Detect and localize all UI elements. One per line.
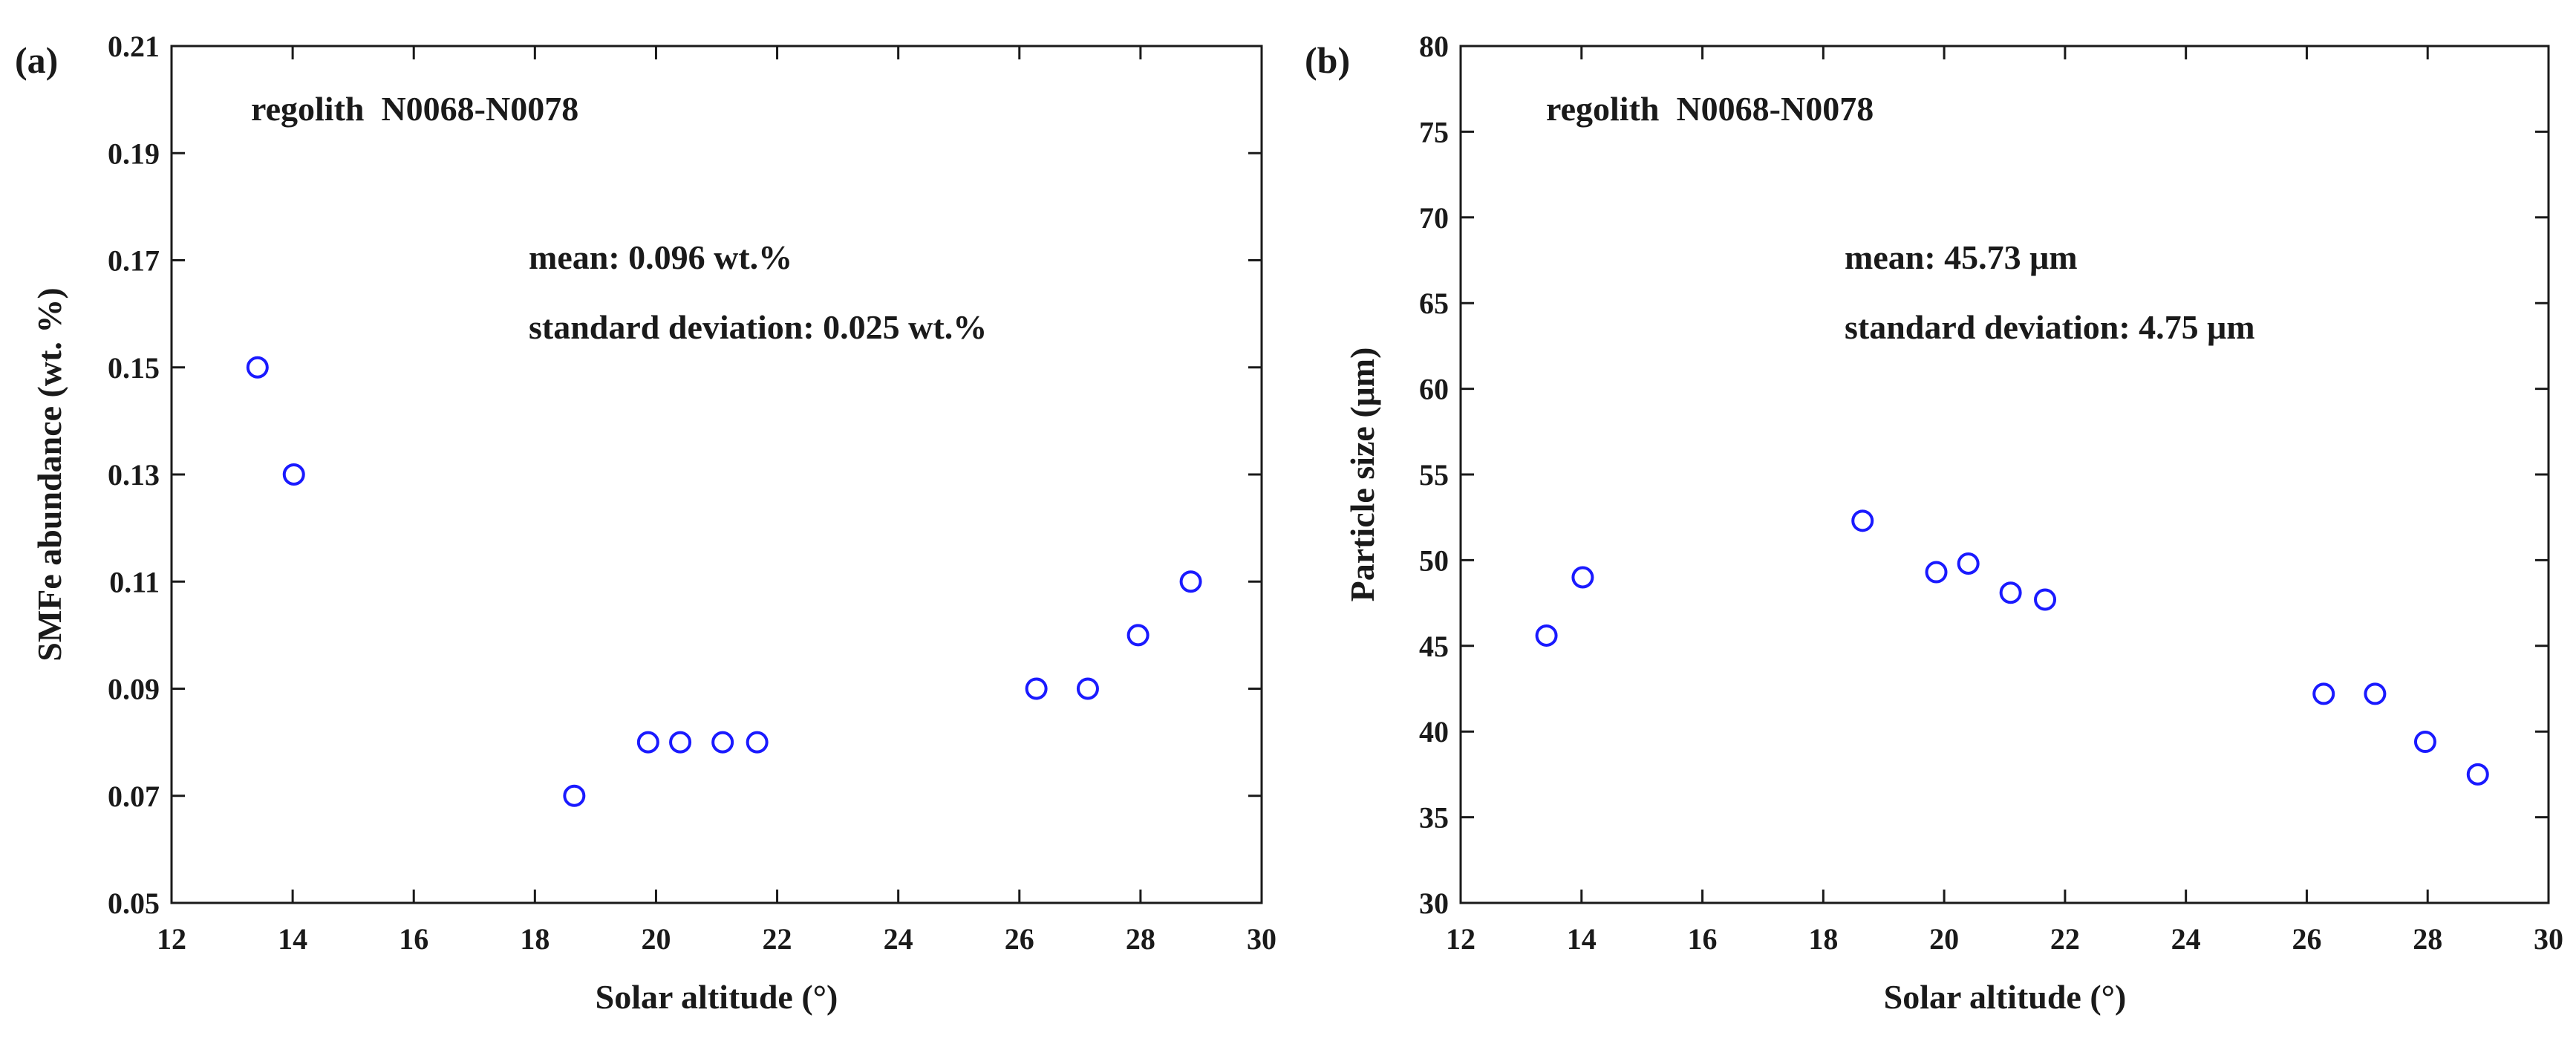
panel-b-label: (b)	[1305, 39, 1350, 81]
panel-a-x-tick-label-4: 20	[641, 922, 671, 956]
panel-b-x-tick-label-6: 24	[2171, 922, 2201, 956]
panel-b-x-tick-label-2: 16	[1688, 922, 1718, 956]
panel-a-x-axis-label: Solar altitude (°)	[596, 978, 838, 1016]
panel-a-x-tick-label-3: 18	[520, 922, 550, 956]
panel-b-plot-frame	[1459, 45, 2550, 904]
panel-b-y-tick-label-0: 30	[1419, 887, 1449, 920]
panel-a-data-point-1	[282, 463, 305, 486]
panel-a-y-tick-label-5: 0.15	[108, 351, 160, 385]
panel-a-y-tick-label-4: 0.13	[108, 458, 160, 492]
panel-a-data-point-10	[1179, 570, 1202, 593]
panel-b-data-point-6	[2034, 588, 2057, 611]
panel-b-markers	[1535, 509, 2489, 786]
panel-a-smfe-abundance: (a) 12 14 16 18 20 22 24 26 28 30 0.05 0.07 0.09 0.11…	[15, 30, 1276, 1016]
panel-a-mean-text: mean: 0.096 wt.%	[529, 238, 792, 276]
panel-a-y-tick-label-8: 0.21	[108, 30, 160, 63]
panel-b-x-tick-label-4: 20	[1929, 922, 1959, 956]
panel-b-y-tick-label-5: 55	[1419, 458, 1449, 492]
panel-b-y-axis-label: Particle size (μm)	[1343, 348, 1381, 602]
panel-a-x-tick-label-1: 14	[278, 922, 307, 956]
panel-a-data-point-2	[563, 784, 586, 807]
panel-b-x-tick-label-5: 22	[2050, 922, 2080, 956]
panel-a-data-point-5	[711, 731, 734, 754]
panel-a-data-point-6	[746, 731, 769, 754]
panel-b-data-point-4	[1957, 552, 1980, 575]
panel-a-sample-label: regolith N0068-N0078	[251, 90, 578, 128]
panel-a-x-tick-label-9: 30	[1247, 922, 1276, 956]
panel-a-data-point-0	[246, 356, 269, 379]
panel-a-data-point-8	[1076, 677, 1099, 700]
panel-b-y-tick-label-1: 35	[1419, 801, 1449, 835]
panel-a-x-tick-label-8: 28	[1126, 922, 1155, 956]
panel-a-x-tick-label-6: 24	[884, 922, 913, 956]
panel-b-y-tick-label-2: 40	[1419, 715, 1449, 748]
panel-b-y-tick-label-3: 45	[1419, 630, 1449, 663]
panel-b-x-tick-label-0: 12	[1446, 922, 1476, 956]
panel-a-markers	[246, 356, 1202, 807]
panel-b-y-tick-label-7: 65	[1419, 287, 1449, 320]
panel-a-y-tick-label-6: 0.17	[108, 244, 160, 278]
panel-b-data-point-10	[2466, 763, 2489, 786]
panel-b-x-tick-label-3: 18	[1808, 922, 1838, 956]
panel-b-data-point-9	[2413, 731, 2436, 754]
panel-b-data-point-1	[1571, 566, 1594, 589]
panel-a-data-point-3	[636, 731, 659, 754]
panel-a-y-tick-label-3: 0.11	[109, 565, 160, 598]
panel-b-data-point-3	[1925, 561, 1948, 584]
panel-b-x-tick-label-9: 30	[2534, 922, 2563, 956]
panel-b-y-tick-label-4: 50	[1419, 544, 1449, 577]
panel-a-ticks: 12 14 16 18 20 22 24 26 28 30 0.05 0.07 0.09 0.11 0.13…	[108, 30, 1276, 956]
panel-b-particle-size: (b) 12 14 16 18 20 22 24 26 28 30 30 35 40 45 50 55 60 65…	[1305, 30, 2563, 1016]
panel-b-y-tick-label-6: 60	[1419, 373, 1449, 406]
panel-b-y-tick-label-8: 70	[1419, 201, 1449, 235]
panel-a-label: (a)	[15, 39, 58, 81]
panel-a-y-tick-label-1: 0.07	[108, 780, 160, 813]
panel-a-y-tick-label-7: 0.19	[108, 137, 160, 170]
panel-a-data-point-9	[1126, 624, 1150, 647]
panel-b-mean-text: mean: 45.73 μm	[1845, 238, 2078, 276]
panel-b-y-tick-label-9: 75	[1419, 115, 1449, 149]
panel-b-y-tick-label-10: 80	[1419, 30, 1449, 63]
panel-a-x-tick-label-2: 16	[399, 922, 428, 956]
panel-a-y-axis-label: SMFe abundance (wt. %)	[30, 287, 68, 661]
panel-a-y-tick-label-0: 0.05	[108, 887, 160, 920]
panel-b-data-point-2	[1851, 509, 1874, 532]
panel-a-x-tick-label-5: 22	[763, 922, 792, 956]
panel-a-plot-frame	[170, 45, 1263, 904]
panel-a-data-point-4	[669, 731, 692, 754]
panel-b-data-point-0	[1535, 624, 1558, 647]
panel-a-data-point-7	[1025, 677, 1048, 700]
panel-b-x-tick-label-1: 14	[1567, 922, 1597, 956]
panel-b-sample-label: regolith N0068-N0078	[1546, 90, 1874, 128]
panel-a-std-text: standard deviation: 0.025 wt.%	[529, 308, 987, 346]
panel-a-x-tick-label-7: 26	[1005, 922, 1034, 956]
panel-a-y-tick-label-2: 0.09	[108, 673, 160, 706]
panel-b-x-axis-label: Solar altitude (°)	[1884, 978, 2127, 1016]
panel-b-data-point-7	[2312, 682, 2335, 705]
panel-b-data-point-8	[2364, 682, 2387, 705]
panel-b-std-text: standard deviation: 4.75 μm	[1845, 308, 2255, 346]
panel-b-x-tick-label-7: 26	[2292, 922, 2321, 956]
panel-a-x-tick-label-0: 12	[157, 922, 186, 956]
panel-b-x-tick-label-8: 28	[2413, 922, 2442, 956]
panel-b-data-point-5	[1999, 581, 2022, 604]
panel-b-ticks: 12 14 16 18 20 22 24 26 28 30 30 35 40 45 50 55 60 65 70 75…	[1419, 30, 2563, 956]
